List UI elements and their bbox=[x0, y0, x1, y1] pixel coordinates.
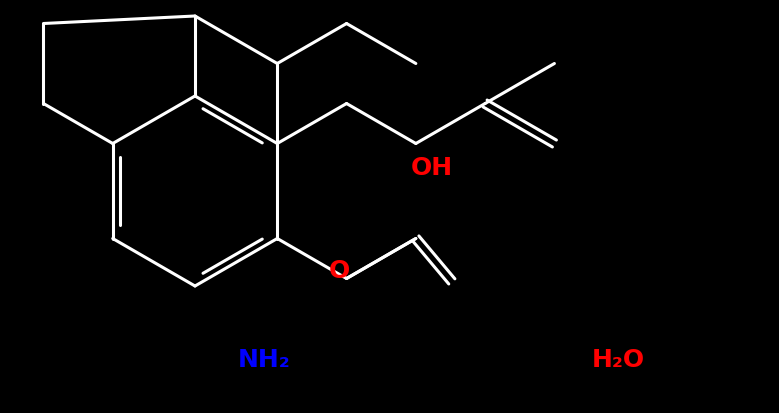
Text: H₂O: H₂O bbox=[592, 347, 645, 371]
Text: O: O bbox=[329, 259, 350, 282]
Text: OH: OH bbox=[411, 155, 453, 179]
Text: NH₂: NH₂ bbox=[238, 347, 291, 371]
